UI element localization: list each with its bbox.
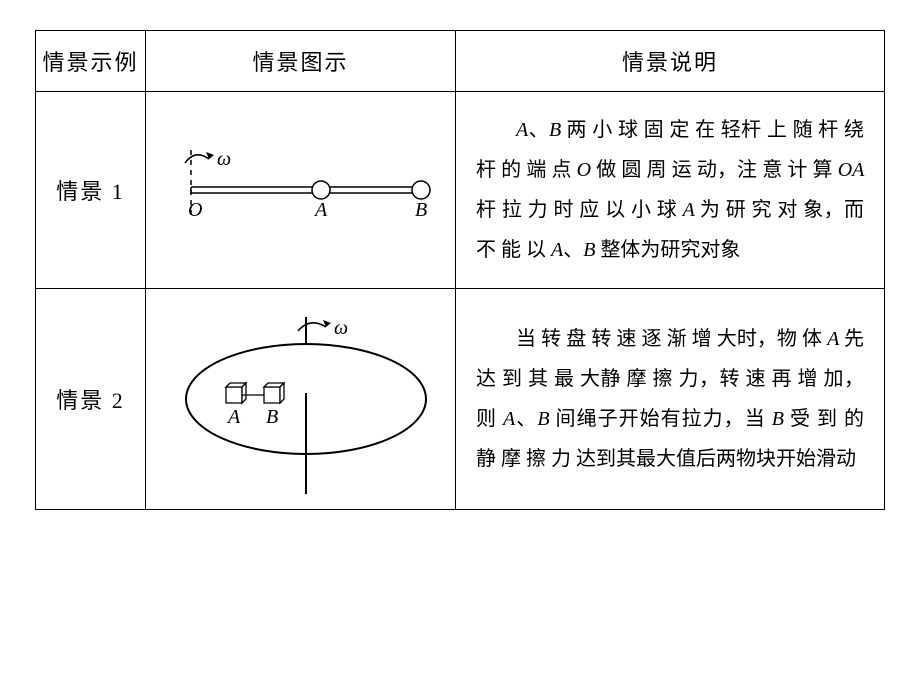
- header-diagram: 情景图示: [146, 31, 456, 92]
- svg-text:B: B: [415, 199, 427, 221]
- table-row: 情景 2 ω A B 当 转 盘 转 速 逐 渐 增 大时，物 体 A 先 达 到 …: [36, 289, 885, 510]
- svg-text:B: B: [266, 406, 278, 428]
- row1-label: 情景 1: [36, 92, 146, 289]
- table-row: 情景 1 ω O A B A、B 两 小 球 固 定 在 轻杆 上 随 杆 绕 杆 的…: [36, 92, 885, 289]
- row1-diagram: ω O A B: [146, 92, 456, 289]
- row2-diagram: ω A B: [146, 289, 456, 510]
- table-header-row: 情景示例 情景图示 情景说明: [36, 31, 885, 92]
- header-label: 情景示例: [36, 31, 146, 92]
- header-desc: 情景说明: [456, 31, 885, 92]
- row2-desc: 当 转 盘 转 速 逐 渐 增 大时，物 体 A 先 达 到 其 最 大静 摩 …: [456, 289, 885, 510]
- svg-text:A: A: [226, 406, 241, 428]
- rod-diagram: ω O A B: [156, 135, 446, 245]
- svg-text:ω: ω: [217, 148, 231, 170]
- scenario-table: 情景示例 情景图示 情景说明 情景 1 ω O A B A、B 两 小 球 固 定 在…: [35, 30, 885, 510]
- row2-label: 情景 2: [36, 289, 146, 510]
- disk-diagram: ω A B: [156, 299, 446, 499]
- svg-text:ω: ω: [334, 317, 348, 339]
- svg-text:O: O: [188, 199, 202, 221]
- row1-desc: A、B 两 小 球 固 定 在 轻杆 上 随 杆 绕 杆 的 端 点 O 做 圆…: [456, 92, 885, 289]
- svg-text:A: A: [313, 199, 328, 221]
